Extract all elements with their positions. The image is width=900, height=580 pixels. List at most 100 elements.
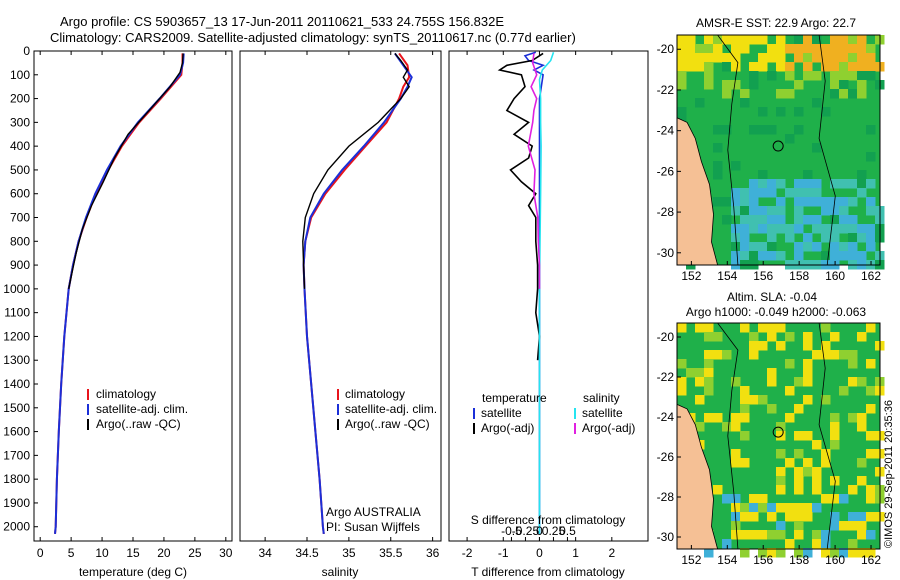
sst_map-cell [866, 152, 876, 162]
sst_map-cell [812, 44, 822, 54]
sst_map-cell [722, 80, 732, 90]
sst_map-cell [866, 71, 876, 81]
sst_map-cell [758, 125, 768, 135]
sst_map-cell [812, 143, 822, 153]
sla_map-cell [821, 548, 831, 558]
sst_map-cell [812, 224, 822, 234]
sla_map-cell [767, 323, 777, 333]
sst_map-cell [830, 179, 840, 189]
sst_map-cell [731, 35, 741, 45]
sla_map-cell [821, 494, 831, 504]
sla_map-cell [830, 512, 840, 522]
sst_map-cell [794, 206, 804, 216]
sla_map-cell [749, 332, 759, 342]
sla_map-cell [812, 350, 822, 360]
salinity-xtick-label: 34 [258, 546, 272, 560]
sst_map-cell [713, 161, 723, 171]
sst_map-cell [767, 206, 777, 216]
sst_map-cell [830, 44, 840, 54]
sst_map-cell [722, 125, 732, 135]
sla_map-cell [812, 539, 822, 549]
temperature-xtick-label: 30 [219, 546, 233, 560]
sla_map-cell [848, 539, 858, 549]
sst_map-cell [740, 215, 750, 225]
sla_map-xtick-label: 158 [789, 553, 809, 567]
temperature-ytick-label: 2000 [3, 520, 30, 534]
sla_map-cell [803, 395, 813, 405]
sst_map-cell [830, 53, 840, 63]
sla_map-cell [866, 323, 876, 333]
differences-frame [448, 50, 649, 542]
sla_map-cell [776, 449, 786, 459]
temperature-xtick-label: 0 [37, 546, 44, 560]
sla_map-group: 152 154 156 158 160 162 -20 -22 -24 -26 -28 -30 [657, 322, 885, 567]
sst_map-xtick-label: 152 [681, 269, 701, 283]
sst_map-cell [713, 143, 723, 153]
sla_map-cell [767, 368, 777, 378]
sst_map-cell [857, 233, 867, 243]
sla_map-cell [857, 476, 867, 486]
sst_map-cell [758, 215, 768, 225]
sla_map-cell [803, 368, 813, 378]
imos-timestamp-label: ©IMOS 29-Sep-2011 20:35:36 [883, 400, 895, 548]
temperature-ytick-label: 100 [10, 68, 30, 82]
sst_map-cell [830, 233, 840, 243]
sst_map-cell [767, 188, 777, 198]
diff-legend-right-entry: Argo(-adj) [582, 421, 635, 435]
diff-legend-left-entry: temperature [482, 391, 547, 405]
sst_map-cell [731, 251, 741, 261]
sst_map-cell [731, 188, 741, 198]
sla_map-cell [776, 323, 786, 333]
sla_map-cell [857, 422, 867, 432]
sst_map-cell [803, 242, 813, 252]
temperature-ytick-label: 700 [10, 211, 30, 225]
sst_map-xtick-label: 162 [861, 269, 881, 283]
sla_map-xtick-label: 162 [861, 553, 881, 567]
salinity-xtick-label: 34.5 [295, 546, 319, 560]
sla_map-cell [704, 359, 714, 369]
sla_map-cell [848, 521, 858, 531]
sla_map-cell [695, 323, 705, 333]
sst_map-cell [830, 89, 840, 99]
sst_map-cell [731, 44, 741, 54]
sla_map-cell [695, 395, 705, 405]
sst_map-cell [803, 35, 813, 45]
sst_map-cell [776, 89, 786, 99]
sst_map-ytick-label: -24 [657, 124, 675, 138]
sla_map-cell [812, 485, 822, 495]
sla_map-cell [866, 449, 876, 459]
sst_map-cell [839, 80, 849, 90]
sst_map-cell [857, 44, 867, 54]
sla_map-cell [758, 494, 768, 504]
sst_map-cell [848, 62, 858, 72]
sla_map-cell [812, 467, 822, 477]
sla_map-cell [731, 494, 741, 504]
sla_map-cell [794, 548, 804, 558]
sla_map-cell [857, 377, 867, 387]
sst_map-cell [839, 44, 849, 54]
sla_map-cell [776, 431, 786, 441]
sla_map-cell [830, 440, 840, 450]
sst_map-cell [803, 233, 813, 243]
sst_map-cell [758, 206, 768, 216]
sla_map-cell [704, 377, 714, 387]
sla_map-cell [695, 368, 705, 378]
sla_map-cell [740, 431, 750, 441]
sst_map-cell [866, 233, 876, 243]
sal-argo-line [302, 52, 411, 289]
sst_map-cell [785, 188, 795, 198]
sst_map-cell [821, 44, 831, 54]
sla_map-cell [821, 449, 831, 459]
sst_map-cell [776, 215, 786, 225]
sst_map-cell [740, 206, 750, 216]
sla_map-cell [776, 422, 786, 432]
sla_map-cell [830, 476, 840, 486]
sst_map-cell [857, 35, 867, 45]
sla_map-cell [695, 377, 705, 387]
sla_map-cell [803, 377, 813, 387]
sla_map-cell [776, 476, 786, 486]
sst_map-cell [767, 125, 777, 135]
sst_map-cell [749, 197, 759, 207]
sst_map-cell [749, 188, 759, 198]
